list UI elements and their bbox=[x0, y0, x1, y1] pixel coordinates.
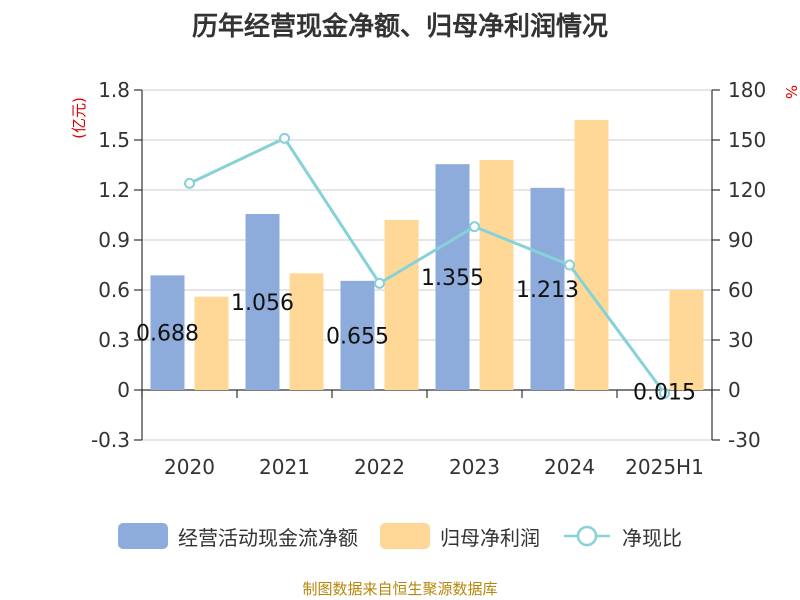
x-tick-label: 2023 bbox=[449, 455, 500, 479]
y-right-tick-label: 0 bbox=[728, 378, 741, 402]
line-point-cash-ratio bbox=[184, 177, 195, 189]
x-tick-label: 2022 bbox=[354, 455, 405, 479]
source-note: 制图数据来自恒生聚源数据库 bbox=[302, 580, 498, 598]
line-point-cash-ratio bbox=[564, 259, 575, 271]
y-right-tick-label: 90 bbox=[728, 228, 753, 252]
y-right-tick-label: 30 bbox=[728, 328, 753, 352]
y-left-axis-unit: (亿元) bbox=[70, 97, 88, 139]
legend-label-net-profit: 归母净利润 bbox=[440, 525, 540, 550]
y-left-tick-label: 1.5 bbox=[98, 128, 130, 152]
data-label-operating-cash-flow: 0.688 bbox=[136, 322, 199, 347]
data-label-operating-cash-flow: 1.213 bbox=[516, 278, 579, 303]
data-label-cash-ratio: 0.015 bbox=[633, 380, 696, 405]
legend: 经营活动现金流净额 归母净利润 净现比 bbox=[0, 518, 800, 554]
x-tick-label: 2024 bbox=[544, 455, 595, 479]
bar-net-profit bbox=[289, 273, 324, 390]
y-left-tick-label: 0.3 bbox=[98, 328, 130, 352]
bar-net-profit bbox=[384, 220, 419, 390]
y-right-tick-label: 150 bbox=[728, 128, 766, 152]
bar-net-profit bbox=[669, 290, 704, 390]
legend-label-operating-cash-flow: 经营活动现金流净额 bbox=[178, 525, 358, 550]
legend-label-cash-ratio: 净现比 bbox=[622, 525, 682, 550]
bar-operating-cash-flow bbox=[435, 164, 470, 390]
line-point-cash-ratio bbox=[279, 132, 290, 144]
y-left-tick-label: 1.2 bbox=[98, 178, 130, 202]
bar-net-profit bbox=[479, 160, 514, 390]
line-cash-ratio bbox=[188, 136, 666, 395]
chart-title: 历年经营现金净额、归母净利润情况 bbox=[191, 12, 608, 42]
data-label-operating-cash-flow: 0.655 bbox=[326, 324, 389, 349]
y-left-tick-label: 0.9 bbox=[98, 228, 130, 252]
bar-net-profit bbox=[574, 120, 609, 390]
line-point-cash-ratio bbox=[659, 387, 670, 399]
y-right-tick-label: 180 bbox=[728, 78, 766, 102]
x-tick-label: 2021 bbox=[259, 455, 310, 479]
line-point-cash-ratio bbox=[374, 277, 385, 289]
y-right-tick-label: -30 bbox=[728, 428, 761, 452]
legend-swatch-net-profit bbox=[380, 523, 430, 549]
data-label-operating-cash-flow: 1.355 bbox=[421, 266, 484, 291]
y-right-tick-label: 120 bbox=[728, 178, 766, 202]
y-left-tick-label: 0.6 bbox=[98, 278, 130, 302]
legend-swatch-operating-cash-flow bbox=[118, 523, 168, 549]
bar-operating-cash-flow bbox=[150, 275, 185, 390]
legend-swatch-cash-ratio bbox=[564, 525, 610, 547]
bar-operating-cash-flow bbox=[340, 280, 375, 390]
bar-operating-cash-flow bbox=[530, 187, 565, 390]
x-tick-label: 2025H1 bbox=[625, 455, 704, 479]
bar-operating-cash-flow bbox=[245, 214, 280, 390]
y-left-tick-label: 0 bbox=[117, 378, 130, 402]
legend-item-cash-ratio[interactable]: 净现比 bbox=[562, 522, 682, 551]
legend-item-net-profit[interactable]: 归母净利润 bbox=[380, 522, 540, 551]
y-right-tick-label: 60 bbox=[728, 278, 753, 302]
y-right-axis-unit: % bbox=[782, 85, 800, 99]
data-label-operating-cash-flow: 1.056 bbox=[231, 291, 294, 316]
line-point-cash-ratio bbox=[469, 221, 480, 233]
bar-net-profit bbox=[194, 296, 229, 390]
y-left-tick-label: 1.8 bbox=[98, 78, 130, 102]
y-left-tick-label: -0.3 bbox=[91, 428, 130, 452]
legend-item-operating-cash-flow[interactable]: 经营活动现金流净额 bbox=[118, 522, 358, 551]
x-tick-label: 2020 bbox=[164, 455, 215, 479]
